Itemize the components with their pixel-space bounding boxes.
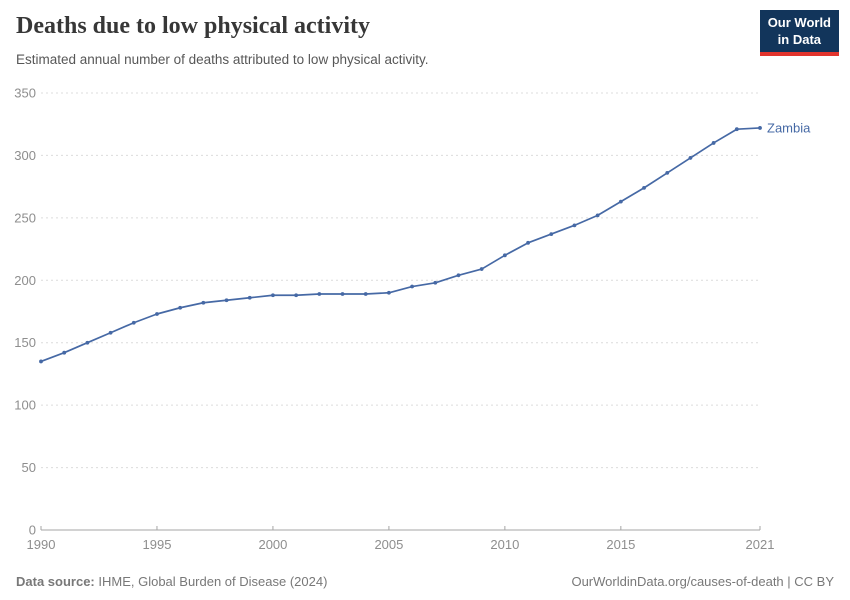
data-point[interactable] (758, 126, 762, 130)
attribution-link[interactable]: OurWorldinData.org/causes-of-death | CC … (571, 574, 834, 589)
data-point[interactable] (665, 171, 670, 175)
x-tick-label: 2005 (374, 537, 403, 552)
data-point[interactable] (387, 290, 391, 295)
owid-logo-line1: Our World (767, 15, 831, 30)
data-point[interactable] (178, 305, 183, 310)
data-point[interactable] (131, 320, 136, 325)
y-tick-label: 200 (14, 273, 36, 288)
data-point[interactable] (502, 253, 507, 258)
owid-logo-line2: in Data (777, 31, 822, 47)
series-label-zambia[interactable]: Zambia (767, 120, 811, 136)
data-point[interactable] (363, 292, 368, 296)
data-point[interactable] (155, 312, 159, 316)
data-point[interactable] (62, 350, 67, 355)
y-tick-label: 250 (14, 210, 36, 225)
data-point[interactable] (247, 295, 252, 300)
y-tick-label: 350 (14, 86, 36, 101)
data-point[interactable] (410, 284, 414, 289)
y-tick-label: 100 (14, 398, 36, 413)
data-point[interactable] (642, 185, 646, 190)
data-point[interactable] (433, 280, 438, 285)
x-tick-label: 2010 (490, 537, 519, 552)
data-point[interactable] (479, 267, 484, 271)
chart-subtitle: Estimated annual number of deaths attrib… (16, 52, 429, 67)
data-point[interactable] (317, 292, 322, 296)
data-point[interactable] (108, 330, 113, 335)
data-point[interactable] (271, 293, 275, 298)
data-source-label: Data source: (16, 574, 95, 589)
y-tick-label: 0 (29, 523, 36, 538)
data-point[interactable] (688, 156, 693, 160)
data-source-note: Data source: IHME, Global Burden of Dise… (16, 574, 327, 589)
y-tick-label: 50 (22, 460, 36, 475)
chart-title: Deaths due to low physical activity (16, 13, 370, 39)
data-point[interactable] (294, 293, 299, 298)
x-tick-label: 1995 (143, 537, 172, 552)
x-tick-label: 1990 (27, 537, 56, 552)
y-tick-label: 150 (14, 335, 36, 350)
y-tick-label: 300 (14, 148, 36, 163)
data-point[interactable] (224, 298, 229, 303)
data-point[interactable] (572, 223, 577, 228)
data-point[interactable] (456, 273, 461, 278)
data-point[interactable] (85, 340, 90, 345)
x-tick-label: 2000 (258, 537, 287, 552)
owid-logo[interactable]: Our World in Data (759, 10, 839, 56)
data-point[interactable] (734, 127, 739, 132)
data-point[interactable] (340, 292, 345, 296)
data-point[interactable] (618, 199, 623, 204)
data-point[interactable] (526, 240, 530, 245)
x-tick-label: 2015 (606, 537, 635, 552)
data-point[interactable] (711, 141, 716, 145)
data-source-text: IHME, Global Burden of Disease (2024) (94, 574, 328, 589)
line-series-zambia[interactable] (40, 127, 761, 363)
data-point[interactable] (201, 300, 206, 305)
data-point[interactable] (595, 213, 600, 218)
chart-footer: Data source: IHME, Global Burden of Dise… (16, 574, 834, 589)
x-tick-label: 2021 (746, 537, 775, 552)
data-point[interactable] (39, 359, 43, 364)
data-point[interactable] (549, 232, 554, 236)
